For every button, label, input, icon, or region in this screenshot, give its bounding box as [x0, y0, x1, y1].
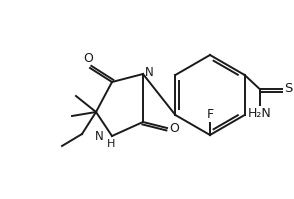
Text: N: N	[95, 131, 104, 143]
Text: N: N	[145, 66, 154, 79]
Text: H: H	[107, 139, 115, 149]
Text: O: O	[83, 52, 93, 65]
Text: O: O	[169, 123, 179, 136]
Text: S: S	[284, 83, 292, 96]
Text: H₂N: H₂N	[248, 107, 272, 120]
Text: F: F	[206, 108, 213, 121]
